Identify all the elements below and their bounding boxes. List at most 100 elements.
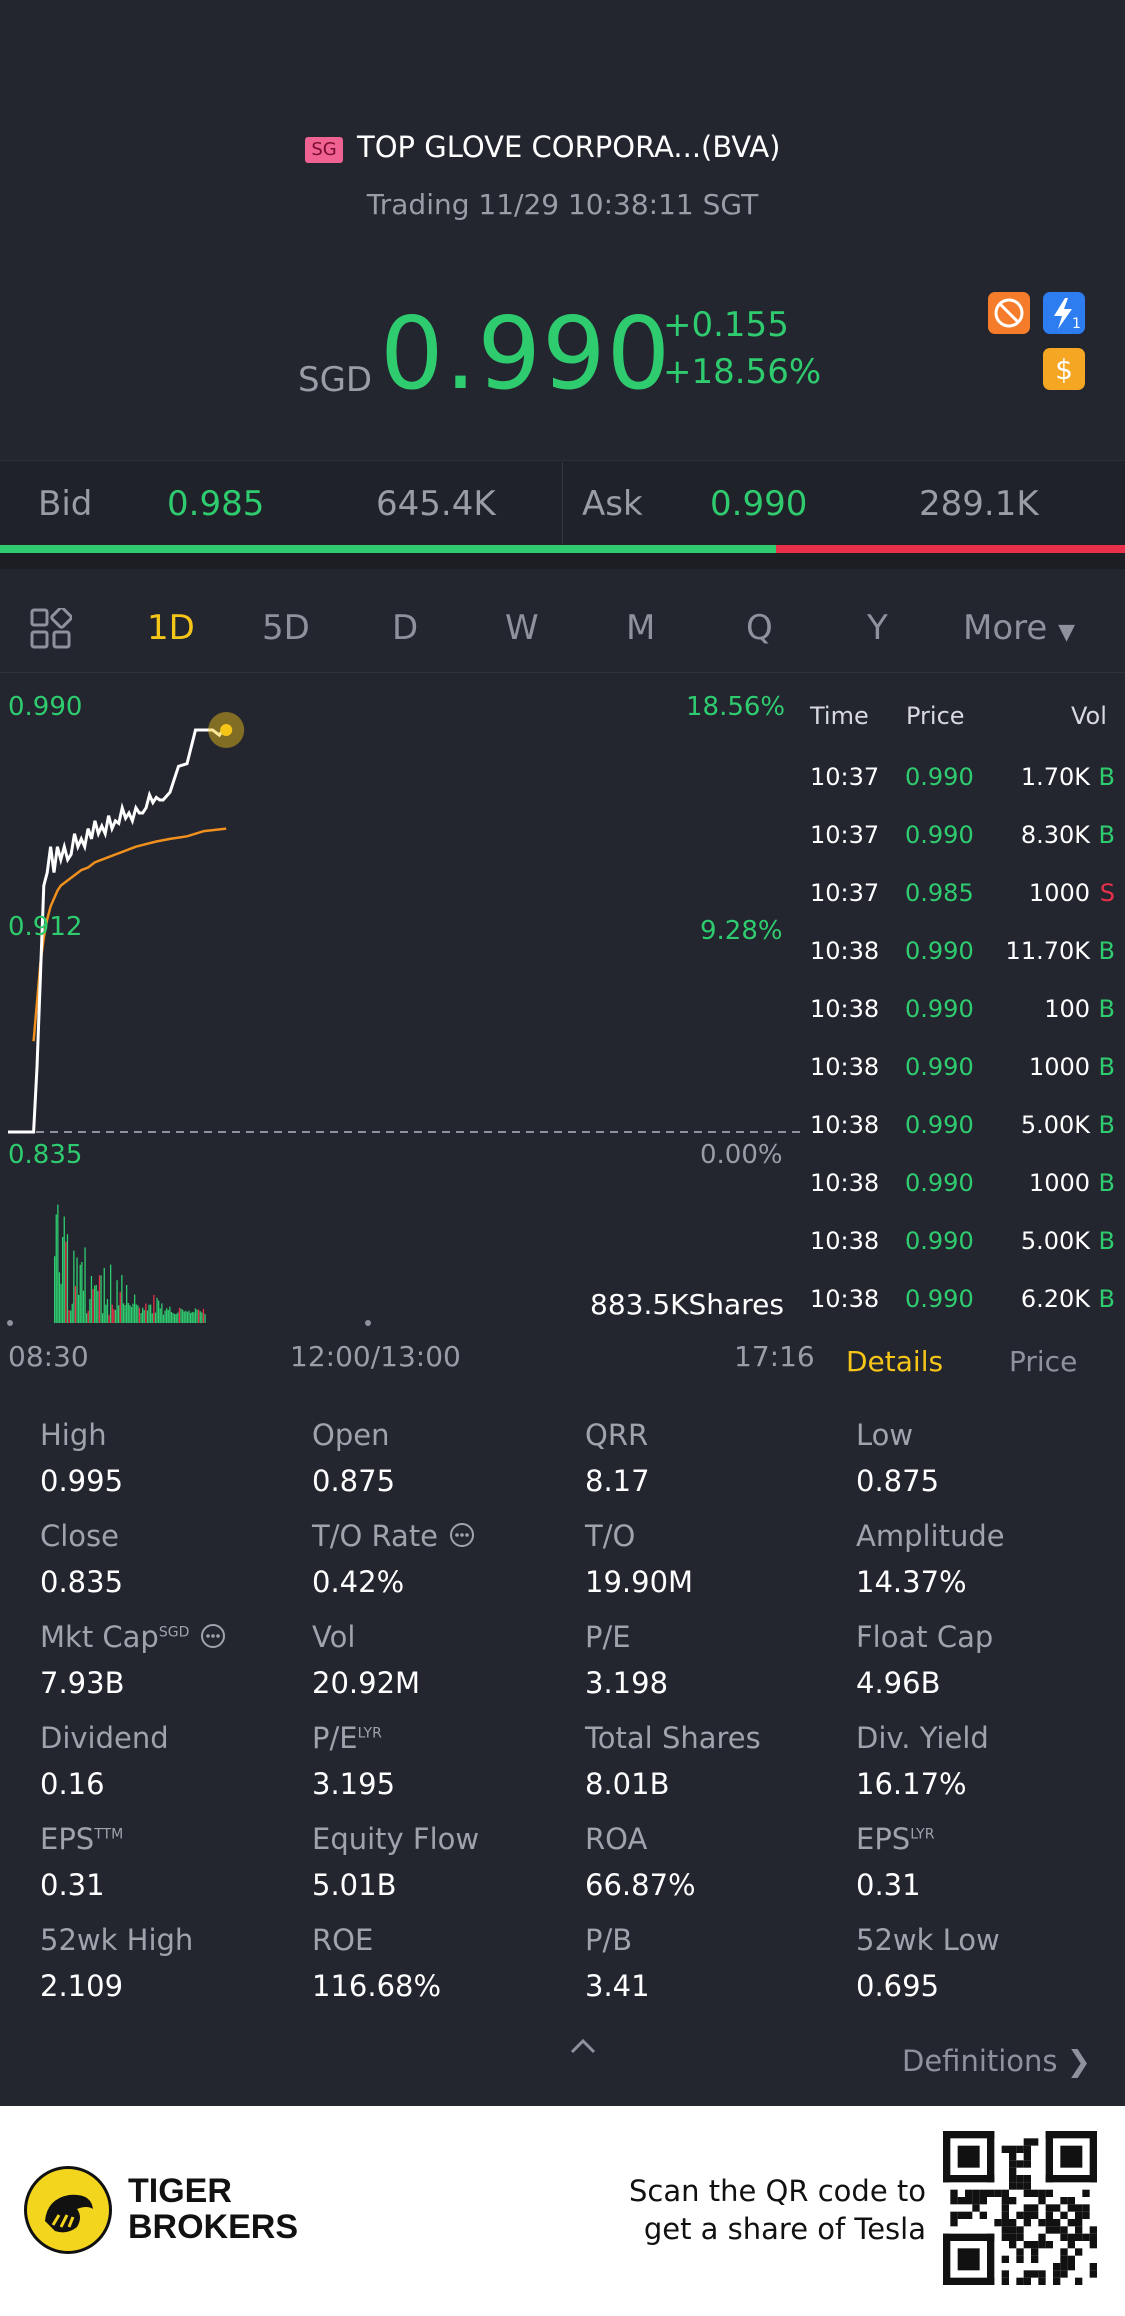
stat-label: Mkt CapSGD [40,1620,227,1657]
qr-module [1053,2263,1061,2271]
trade-volume: 8.30K [1020,821,1090,849]
stat-label-text: Vol [312,1620,356,1654]
qr-module [1023,2182,1031,2190]
qr-module [1038,2233,1046,2241]
trade-volume: 1000 [1028,1053,1090,1081]
trade-time: 10:37 [810,879,880,907]
intraday-chart[interactable] [0,675,805,1340]
tab-more[interactable]: More ▼ [963,608,1075,648]
qr-module [1089,2226,1097,2234]
stat-label: Low [856,1418,913,1452]
qr-module [950,2197,958,2205]
volume-bar [140,1313,142,1323]
qr-module [1016,2175,1024,2183]
currency-label: SGD [298,360,373,400]
qr-finder [987,2233,995,2285]
stat-value: 0.31 [40,1868,105,1902]
stat-label-text: Float Cap [856,1620,994,1654]
tab-w[interactable]: W [505,608,539,648]
stat-label-text: T/O Rate [312,1519,439,1553]
tab-q[interactable]: Q [746,608,773,648]
stat-label: T/O Rate [312,1519,476,1556]
volume-bar [196,1309,198,1323]
qr-module [1023,2241,1031,2249]
lightning-icon[interactable]: 1 [1043,292,1085,334]
grid-icon[interactable] [30,606,73,650]
tab-price[interactable]: Price [1009,1345,1078,1378]
trade-side: B [1098,995,1115,1023]
qr-module [1089,2270,1097,2278]
qr-module [1001,2219,1009,2227]
market-badge: SG [305,137,343,163]
tab-details[interactable]: Details [846,1345,944,1378]
qr-finder [957,2248,980,2271]
axis-pct-low: 0.00% [700,1140,783,1170]
bid-ratio-bar [0,545,776,553]
qr-finder [1045,2131,1053,2183]
stat-label: 52wk Low [856,1923,1000,1957]
qr-module [1009,2153,1017,2161]
qr-module [965,2211,973,2219]
qr-module [1016,2248,1024,2256]
stat-superscript: LYR [910,1826,935,1843]
volume-bar [134,1294,136,1323]
stat-label: EPSLYR [856,1822,934,1856]
stat-label: Div. Yield [856,1721,989,1755]
trade-row: 10:38 0.990 11.70K B [805,937,1115,995]
qr-module [950,2211,958,2219]
qr-module [1045,2219,1053,2227]
qr-module [1089,2233,1097,2241]
trade-row: 10:38 0.990 1000 B [805,1053,1115,1111]
volume-bar [94,1285,96,1323]
tab-m[interactable]: M [626,608,656,648]
trade-time: 10:38 [810,1053,880,1081]
volume-bar [127,1303,129,1323]
last-price-marker [220,724,233,736]
tab-1d[interactable]: 1D [147,608,195,648]
promo-text-line2: get a share of Tesla [643,2212,926,2246]
volume-bar [145,1303,147,1323]
qr-module [1023,2204,1031,2212]
tab-5d[interactable]: 5D [262,608,310,648]
qr-module [1045,2204,1053,2212]
svg-text:1: 1 [1072,316,1081,332]
dollar-icon[interactable]: $ [1043,348,1085,390]
qr-module [1023,2145,1031,2153]
axis-pct-mid: 9.28% [700,916,783,946]
stat-label-text: P/B [585,1923,633,1957]
chevron-up-icon[interactable] [568,2036,598,2060]
trade-price: 0.990 [905,937,974,965]
qr-module [1023,2211,1031,2219]
tab-d[interactable]: D [392,608,419,648]
qr-module [1009,2226,1017,2234]
trade-time: 10:38 [810,1111,880,1139]
tab-y[interactable]: Y [867,608,888,648]
stock-name[interactable]: TOP GLOVE CORPORA...(BVA) [357,130,781,164]
qr-module [1067,2204,1075,2212]
trade-volume: 1000 [1028,879,1090,907]
volume-bar [102,1313,104,1323]
trade-row: 10:38 0.990 6.20K B [805,1285,1115,1343]
volume-bar [172,1313,174,1323]
more-info-icon[interactable] [448,1521,476,1556]
volume-bar [154,1312,157,1323]
axis-pct-high: 18.56% [686,692,786,722]
volume-bar [194,1308,197,1323]
more-info-icon[interactable] [199,1622,227,1657]
qr-module [1075,2204,1083,2212]
volume-bar [161,1303,163,1323]
volume-bar [183,1311,185,1323]
qr-module [1060,2211,1068,2219]
stat-value: 16.17% [856,1767,967,1801]
volume-bar [68,1310,70,1323]
no-short-icon[interactable] [988,292,1030,334]
qr-module [1023,2138,1031,2146]
definitions-link[interactable]: Definitions ❯ [902,2044,1091,2078]
trade-price: 0.990 [905,1169,974,1197]
qr-module [1060,2255,1068,2263]
volume-bar [78,1294,80,1323]
volume-bar [142,1307,144,1323]
qr-module [1023,2153,1031,2161]
qr-module [1031,2270,1039,2278]
stat-superscript: TTM [94,1826,124,1843]
